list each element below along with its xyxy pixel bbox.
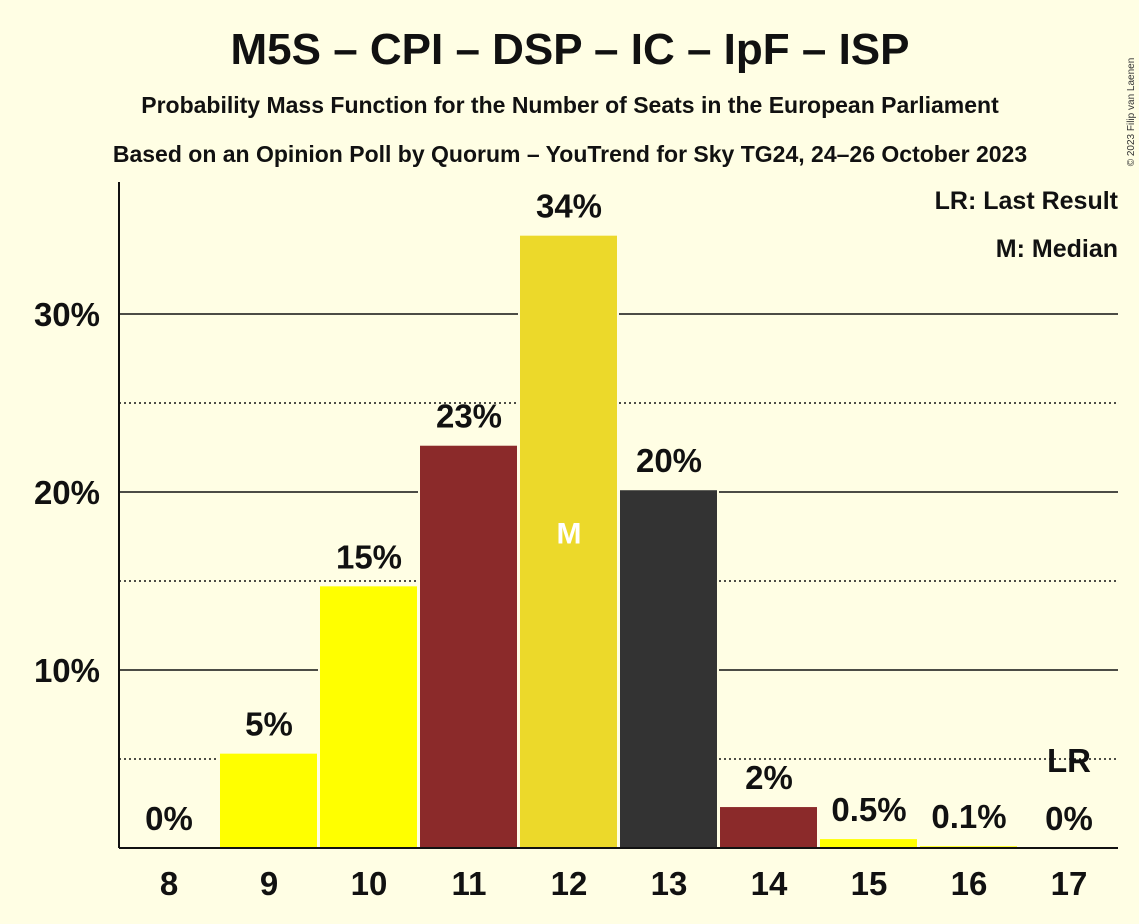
data-label: 0.1%: [931, 798, 1006, 835]
legend-last-result: LR: Last Result: [935, 187, 1119, 215]
x-tick-label: 17: [1051, 865, 1088, 902]
data-label: 34%: [536, 188, 602, 225]
chart-source: Based on an Opinion Poll by Quorum – You…: [113, 141, 1027, 167]
markers: M LR: [557, 518, 1092, 779]
bar-12: [520, 235, 617, 848]
median-marker: M: [557, 518, 582, 551]
bar-9: [220, 753, 317, 848]
x-tick-label: 8: [160, 865, 178, 902]
bar-15: [820, 839, 917, 848]
x-tick-label: 10: [351, 865, 388, 902]
copyright-notice: © 2023 Filip van Laenen: [1126, 58, 1137, 167]
x-axis-ticks: 8 9 10 11 12 13 14 15 16 17: [160, 865, 1088, 902]
data-label: 5%: [245, 706, 293, 743]
chart-subtitle: Probability Mass Function for the Number…: [141, 92, 999, 118]
bar-10: [320, 586, 417, 848]
x-tick-label: 13: [651, 865, 688, 902]
bar-14: [720, 807, 817, 848]
data-label: 23%: [436, 398, 502, 435]
data-label: 0.5%: [831, 791, 906, 828]
y-tick-label: 30%: [34, 296, 100, 333]
data-labels: 0% 5% 15% 23% 34% 20% 2% 0.5% 0.1% 0%: [145, 188, 1093, 837]
data-label: 20%: [636, 442, 702, 479]
bar-11: [420, 445, 517, 848]
bars: [218, 233, 1019, 848]
x-tick-label: 9: [260, 865, 278, 902]
y-axis-ticks: 10% 20% 30%: [34, 296, 100, 689]
last-result-marker: LR: [1047, 742, 1091, 779]
legend-median: M: Median: [996, 235, 1118, 263]
bar-outline: [918, 844, 1019, 848]
y-tick-label: 20%: [34, 474, 100, 511]
data-label: 15%: [336, 538, 402, 575]
chart-title: M5S – CPI – DSP – IC – IpF – ISP: [231, 25, 910, 74]
x-tick-label: 15: [851, 865, 888, 902]
data-label: 2%: [745, 759, 793, 796]
x-tick-label: 11: [452, 865, 487, 902]
x-tick-label: 16: [951, 865, 988, 902]
x-tick-label: 12: [551, 865, 588, 902]
data-label: 0%: [145, 800, 193, 837]
data-label: 0%: [1045, 800, 1093, 837]
x-tick-label: 14: [751, 865, 788, 902]
bar-13: [620, 490, 717, 848]
y-tick-label: 10%: [34, 652, 100, 689]
